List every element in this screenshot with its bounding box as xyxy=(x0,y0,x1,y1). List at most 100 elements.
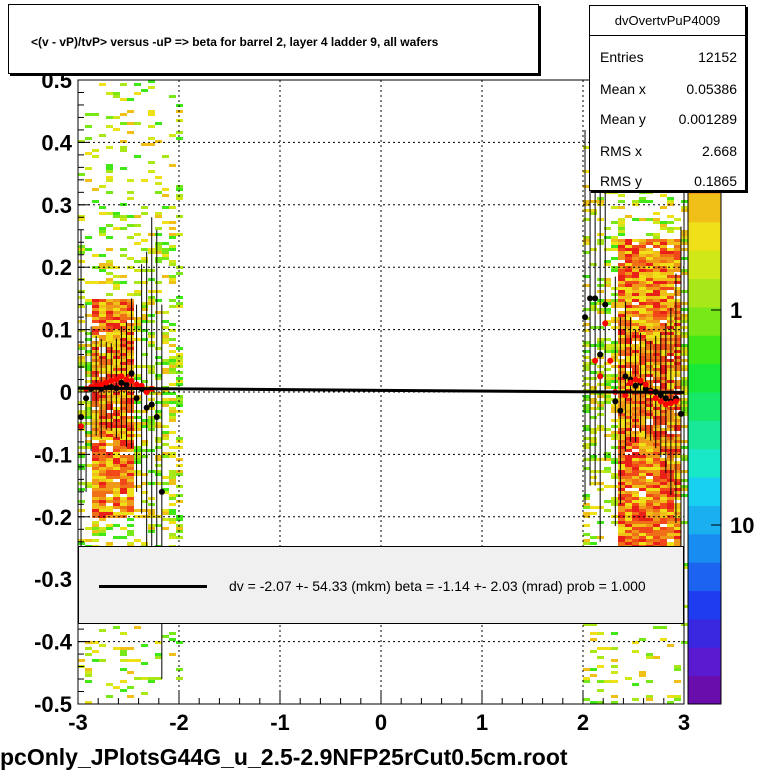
heatmap-cell xyxy=(141,455,148,458)
heatmap-cell xyxy=(120,329,127,332)
heatmap-cell xyxy=(176,131,183,134)
heatmap-cell xyxy=(85,113,92,116)
heatmap-cell xyxy=(653,269,660,272)
heatmap-cell xyxy=(660,365,667,368)
heatmap-cell xyxy=(674,239,681,242)
heatmap-cell xyxy=(141,260,148,263)
heatmap-cell xyxy=(134,323,141,326)
heatmap-cell xyxy=(99,470,106,473)
heatmap-cell xyxy=(618,332,625,335)
data-point-red xyxy=(113,376,120,383)
heatmap-cell xyxy=(639,479,646,482)
heatmap-cell xyxy=(646,509,653,512)
heatmap-cell xyxy=(625,464,632,467)
heatmap-cell xyxy=(590,371,597,374)
heatmap-cell xyxy=(618,473,625,476)
heatmap-cell xyxy=(162,326,169,329)
heatmap-cell xyxy=(618,293,625,296)
heatmap-cell xyxy=(106,374,113,377)
heatmap-cell xyxy=(127,122,134,125)
heatmap-cell xyxy=(106,308,113,311)
heatmap-cell xyxy=(660,638,667,641)
heatmap-cell xyxy=(127,110,134,113)
heatmap-cell xyxy=(99,458,106,461)
heatmap-cell xyxy=(169,362,176,365)
heatmap-cell xyxy=(646,482,653,485)
heatmap-cell xyxy=(611,359,618,362)
heatmap-cell xyxy=(127,392,134,395)
heatmap-cell xyxy=(92,431,99,434)
fit-legend-line xyxy=(99,585,207,588)
heatmap-cell xyxy=(653,452,660,455)
heatmap-cell xyxy=(120,443,127,446)
heatmap-cell xyxy=(113,302,120,305)
heatmap-cell xyxy=(590,623,597,626)
heatmap-cell xyxy=(632,254,639,257)
heatmap-cell xyxy=(113,287,120,290)
heatmap-cell xyxy=(120,215,127,218)
heatmap-cell xyxy=(639,248,646,251)
heatmap-cell xyxy=(169,329,176,332)
heatmap-cell xyxy=(660,278,667,281)
heatmap-cell xyxy=(639,374,646,377)
heatmap-cell xyxy=(590,476,597,479)
heatmap-cell xyxy=(674,356,681,359)
heatmap-cell xyxy=(604,191,611,194)
heatmap-cell xyxy=(660,461,667,464)
heatmap-cell xyxy=(618,401,625,404)
heatmap-cell xyxy=(632,650,639,653)
heatmap-cell xyxy=(99,422,106,425)
heatmap-cell xyxy=(646,536,653,539)
heatmap-cell xyxy=(632,503,639,506)
heatmap-cell xyxy=(611,434,618,437)
heatmap-cell xyxy=(127,305,134,308)
palette-cell xyxy=(688,392,721,421)
heatmap-cell xyxy=(653,482,660,485)
heatmap-cell xyxy=(625,260,632,263)
heatmap-cell xyxy=(120,347,127,350)
heatmap-cell xyxy=(85,302,92,305)
heatmap-cell xyxy=(646,239,653,242)
heatmap-cell xyxy=(674,407,681,410)
heatmap-cell xyxy=(176,137,183,140)
fit-line xyxy=(77,386,685,394)
heatmap-cell xyxy=(653,425,660,428)
data-point-red xyxy=(602,320,609,327)
heatmap-cell xyxy=(162,527,169,530)
heatmap-cell xyxy=(127,671,134,674)
heatmap-cell xyxy=(639,368,646,371)
heatmap-cell xyxy=(639,467,646,470)
heatmap-cell xyxy=(646,317,653,320)
heatmap-cell xyxy=(632,200,639,203)
heatmap-cell xyxy=(99,344,106,347)
heatmap-cell xyxy=(660,332,667,335)
heatmap-cell xyxy=(632,296,639,299)
heatmap-cell xyxy=(99,83,106,86)
x-tick-label: -2 xyxy=(169,710,189,735)
y-tick-label: -0.3 xyxy=(34,567,72,592)
heatmap-cell xyxy=(667,287,674,290)
heatmap-cell xyxy=(106,443,113,446)
heatmap-cell xyxy=(611,404,618,407)
heatmap-cell xyxy=(667,509,674,512)
heatmap-cell xyxy=(639,422,646,425)
heatmap-cell xyxy=(625,329,632,332)
heatmap-cell xyxy=(625,431,632,434)
data-point-black xyxy=(622,373,629,380)
heatmap-cell xyxy=(583,251,590,254)
heatmap-cell xyxy=(667,200,674,203)
heatmap-cell xyxy=(618,368,625,371)
heatmap-cell xyxy=(169,416,176,419)
heatmap-cell xyxy=(653,236,660,239)
heatmap-cell xyxy=(590,458,597,461)
heatmap-cell xyxy=(646,488,653,491)
heatmap-cell xyxy=(618,452,625,455)
heatmap-cell xyxy=(590,668,597,671)
heatmap-cell xyxy=(653,467,660,470)
heatmap-cell xyxy=(155,470,162,473)
heatmap-cell xyxy=(618,521,625,524)
palette-cell xyxy=(688,647,721,677)
heatmap-cell xyxy=(85,371,92,374)
heatmap-cell xyxy=(162,482,169,485)
heatmap-cell xyxy=(583,503,590,506)
